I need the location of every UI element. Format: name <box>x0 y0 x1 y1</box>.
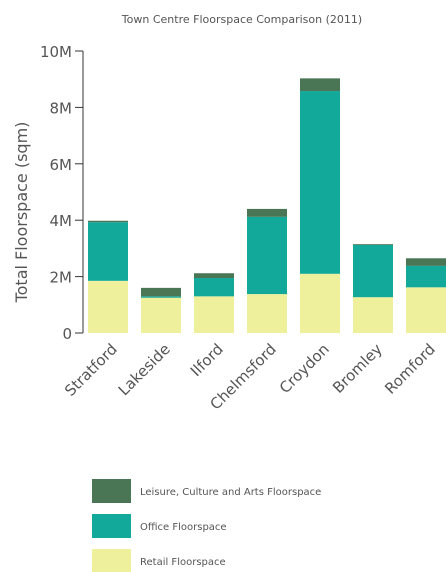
x-category-label: Ilford <box>187 340 227 380</box>
x-category-label: Lakeside <box>115 340 174 399</box>
bar-segment <box>300 91 340 274</box>
x-category-label: Bromley <box>329 340 386 397</box>
bar-segment <box>300 273 340 333</box>
y-tick-label: 6M <box>50 156 73 174</box>
legend-swatch <box>92 479 131 503</box>
y-axis: 0 2M 4M 6M 8M 10M <box>40 43 84 343</box>
x-category-label: Romford <box>381 340 439 398</box>
bar-segment <box>247 216 287 295</box>
y-tick-label: 8M <box>50 99 73 117</box>
y-axis-label: Total Floorspace (sqm) <box>12 122 31 304</box>
x-category-label: Stratford <box>61 340 121 400</box>
bar-segment <box>194 296 234 333</box>
x-category-label: Croydon <box>276 340 333 397</box>
bar-segment <box>88 220 128 223</box>
y-tick-label: 0 <box>62 325 72 343</box>
bar-segment <box>194 278 234 297</box>
bar-segment <box>141 297 181 333</box>
bar-segment <box>141 296 181 298</box>
legend-label: Office Floorspace <box>140 522 227 533</box>
bar-segment <box>406 287 446 333</box>
bar-segment <box>247 294 287 333</box>
bar-segment <box>353 297 393 333</box>
legend-label: Leisure, Culture and Arts Floorspace <box>140 487 321 498</box>
y-tick-label: 4M <box>50 212 73 230</box>
legend-label: Retail Floorspace <box>140 557 226 568</box>
bar-segment <box>194 273 234 279</box>
bar-segment <box>300 78 340 92</box>
bar-segment <box>141 287 181 297</box>
y-tick-label: 10M <box>40 43 72 61</box>
legend-swatch <box>92 514 131 538</box>
bars-group <box>88 78 446 333</box>
y-tick-label: 2M <box>50 269 73 287</box>
bar-segment <box>353 245 393 298</box>
bar-segment <box>247 208 287 217</box>
bar-segment <box>406 265 446 288</box>
bar-segment <box>406 258 446 266</box>
legend: Leisure, Culture and Arts Floorspace Offi… <box>92 479 321 572</box>
bar-segment <box>88 222 128 281</box>
bar-segment <box>353 244 393 246</box>
legend-swatch <box>92 549 131 572</box>
bar-segment <box>88 280 128 333</box>
chart-title: Town Centre Floorspace Comparison (2011) <box>121 13 362 26</box>
